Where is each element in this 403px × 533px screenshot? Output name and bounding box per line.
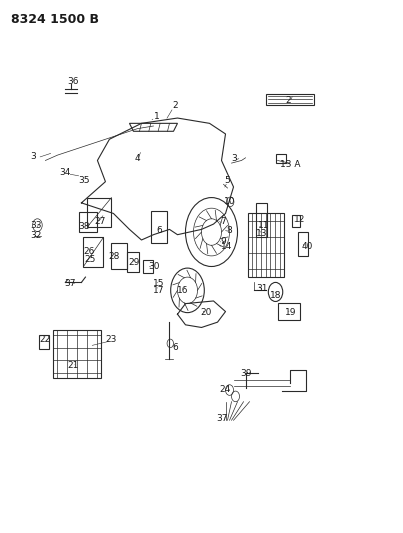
Text: 10: 10 <box>224 197 235 206</box>
Text: 25: 25 <box>85 255 96 264</box>
Bar <box>112 243 127 269</box>
Bar <box>256 203 267 237</box>
Bar <box>83 237 104 266</box>
Text: 2: 2 <box>286 96 291 105</box>
Text: 20: 20 <box>201 308 212 317</box>
Text: 24: 24 <box>220 385 231 394</box>
Text: 9: 9 <box>221 237 226 246</box>
Text: 22: 22 <box>39 335 51 344</box>
Text: 26: 26 <box>84 247 95 256</box>
Bar <box>127 252 139 272</box>
Text: 34: 34 <box>59 167 71 176</box>
Text: 6: 6 <box>156 226 162 235</box>
Bar <box>39 335 50 349</box>
Text: 2: 2 <box>172 101 178 110</box>
Text: 15: 15 <box>153 279 164 288</box>
Text: 39: 39 <box>240 369 251 378</box>
Text: 32: 32 <box>31 231 42 240</box>
Text: 12: 12 <box>293 215 305 224</box>
Text: 40: 40 <box>301 242 313 251</box>
Bar <box>87 198 112 227</box>
Text: 37: 37 <box>64 279 76 288</box>
Bar <box>54 330 102 378</box>
Text: 11: 11 <box>258 221 269 230</box>
Text: 13 A: 13 A <box>280 160 300 168</box>
Text: 23: 23 <box>106 335 117 344</box>
Text: 37: 37 <box>217 414 228 423</box>
Bar <box>143 260 154 273</box>
Text: 33: 33 <box>30 221 42 230</box>
Bar <box>247 214 284 277</box>
Text: 8324 1500 B: 8324 1500 B <box>11 13 100 27</box>
Text: 8: 8 <box>226 226 232 235</box>
Text: 1: 1 <box>154 112 159 121</box>
Text: 28: 28 <box>109 253 120 262</box>
Bar <box>278 303 299 319</box>
Text: 35: 35 <box>79 175 90 184</box>
Text: 36: 36 <box>67 77 79 86</box>
Text: 17: 17 <box>153 286 164 295</box>
Text: 3: 3 <box>231 155 237 164</box>
Bar <box>276 154 286 163</box>
Text: 29: 29 <box>129 258 140 266</box>
Text: 38: 38 <box>79 222 90 231</box>
Bar <box>297 232 307 256</box>
Text: 7: 7 <box>221 217 226 226</box>
Text: 27: 27 <box>94 217 106 226</box>
Text: 19: 19 <box>285 308 296 317</box>
Bar <box>291 215 300 227</box>
Text: 18: 18 <box>270 291 282 300</box>
Bar <box>152 211 168 243</box>
Text: 3: 3 <box>30 152 36 161</box>
Text: 30: 30 <box>148 262 159 271</box>
Text: 21: 21 <box>68 361 79 370</box>
Text: 14: 14 <box>221 242 232 251</box>
Text: 5: 5 <box>225 175 231 184</box>
Text: 13: 13 <box>256 229 268 238</box>
Text: 4: 4 <box>135 155 140 164</box>
Text: 16: 16 <box>177 286 188 295</box>
Bar <box>79 212 98 232</box>
Text: 6: 6 <box>172 343 179 352</box>
Text: 31: 31 <box>257 284 268 293</box>
